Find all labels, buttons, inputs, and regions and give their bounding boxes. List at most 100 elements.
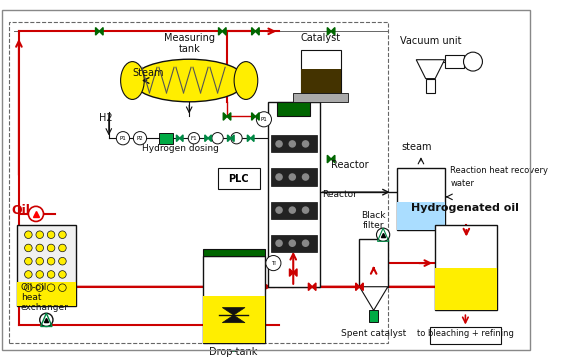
Circle shape xyxy=(25,257,32,265)
Polygon shape xyxy=(99,28,103,35)
Circle shape xyxy=(275,206,283,214)
Text: P1: P1 xyxy=(261,117,268,122)
Bar xyxy=(270,135,317,153)
Bar xyxy=(10,22,388,344)
Text: Steam: Steam xyxy=(133,68,164,78)
Bar xyxy=(369,310,378,322)
Bar xyxy=(301,69,341,93)
Text: Reaction heat recovery: Reaction heat recovery xyxy=(450,166,549,175)
Text: Oil: Oil xyxy=(11,204,30,217)
Circle shape xyxy=(36,257,43,265)
Circle shape xyxy=(47,271,55,278)
Circle shape xyxy=(25,244,32,252)
Circle shape xyxy=(58,257,66,265)
Polygon shape xyxy=(360,287,388,310)
Bar xyxy=(203,257,265,344)
Circle shape xyxy=(302,240,309,247)
Text: Hydrogenated oil: Hydrogenated oil xyxy=(411,203,519,213)
Polygon shape xyxy=(360,283,363,290)
Polygon shape xyxy=(331,28,335,35)
Circle shape xyxy=(36,284,43,292)
Polygon shape xyxy=(416,60,445,79)
Polygon shape xyxy=(228,135,231,142)
Bar xyxy=(301,50,341,93)
Circle shape xyxy=(275,240,283,247)
Polygon shape xyxy=(252,28,255,35)
Bar xyxy=(397,169,445,230)
Polygon shape xyxy=(180,135,183,142)
Circle shape xyxy=(58,231,66,238)
Circle shape xyxy=(47,244,55,252)
Bar xyxy=(270,169,317,186)
Polygon shape xyxy=(309,283,312,290)
Polygon shape xyxy=(356,283,360,290)
Bar xyxy=(17,282,76,306)
Circle shape xyxy=(212,132,223,144)
Polygon shape xyxy=(293,269,297,276)
Polygon shape xyxy=(247,135,251,142)
Circle shape xyxy=(36,231,43,238)
Text: H2: H2 xyxy=(99,113,113,123)
Circle shape xyxy=(464,52,482,71)
Circle shape xyxy=(58,284,66,292)
Ellipse shape xyxy=(133,59,246,102)
Polygon shape xyxy=(231,135,234,142)
Text: Drop tank: Drop tank xyxy=(210,347,258,357)
Text: Spent catalyst: Spent catalyst xyxy=(341,329,406,338)
Circle shape xyxy=(266,256,281,271)
Bar xyxy=(430,327,501,344)
Bar xyxy=(360,240,388,287)
Circle shape xyxy=(302,140,309,148)
Circle shape xyxy=(275,173,283,181)
Circle shape xyxy=(256,112,271,127)
Circle shape xyxy=(40,313,53,327)
Circle shape xyxy=(288,140,296,148)
Text: Black
filter: Black filter xyxy=(361,211,386,230)
Circle shape xyxy=(288,173,296,181)
Polygon shape xyxy=(205,135,208,142)
Polygon shape xyxy=(331,155,335,163)
Polygon shape xyxy=(252,113,255,120)
Polygon shape xyxy=(223,315,245,323)
Polygon shape xyxy=(255,113,259,120)
Bar xyxy=(397,202,445,230)
Polygon shape xyxy=(255,28,259,35)
Bar xyxy=(203,296,265,344)
Polygon shape xyxy=(223,28,226,35)
Circle shape xyxy=(47,284,55,292)
Text: TI: TI xyxy=(271,261,276,266)
Bar xyxy=(277,102,310,116)
Bar xyxy=(445,55,464,68)
Bar xyxy=(17,225,76,306)
Polygon shape xyxy=(208,135,211,142)
Text: to bleaching + refining: to bleaching + refining xyxy=(417,329,514,338)
Bar xyxy=(203,249,265,257)
Circle shape xyxy=(58,244,66,252)
Ellipse shape xyxy=(234,62,258,99)
Circle shape xyxy=(47,257,55,265)
Circle shape xyxy=(275,140,283,148)
Polygon shape xyxy=(176,135,180,142)
Text: PLC: PLC xyxy=(228,174,249,184)
Polygon shape xyxy=(227,113,231,120)
Bar xyxy=(270,202,317,219)
Circle shape xyxy=(227,351,241,364)
Text: Oil-oil
heat
exchanger: Oil-oil heat exchanger xyxy=(21,282,69,312)
Circle shape xyxy=(25,231,32,238)
Circle shape xyxy=(288,206,296,214)
Text: Vacuum unit: Vacuum unit xyxy=(400,36,461,46)
Circle shape xyxy=(58,271,66,278)
Bar xyxy=(270,235,317,252)
Circle shape xyxy=(302,173,309,181)
Text: F1: F1 xyxy=(191,136,197,141)
Ellipse shape xyxy=(121,62,144,99)
Circle shape xyxy=(133,132,147,145)
Text: Catalyst: Catalyst xyxy=(301,33,341,43)
Circle shape xyxy=(116,132,130,145)
Circle shape xyxy=(188,132,200,144)
Text: P2: P2 xyxy=(137,136,143,141)
Circle shape xyxy=(36,244,43,252)
Polygon shape xyxy=(251,135,254,142)
Bar xyxy=(293,93,348,102)
Bar xyxy=(217,169,260,189)
